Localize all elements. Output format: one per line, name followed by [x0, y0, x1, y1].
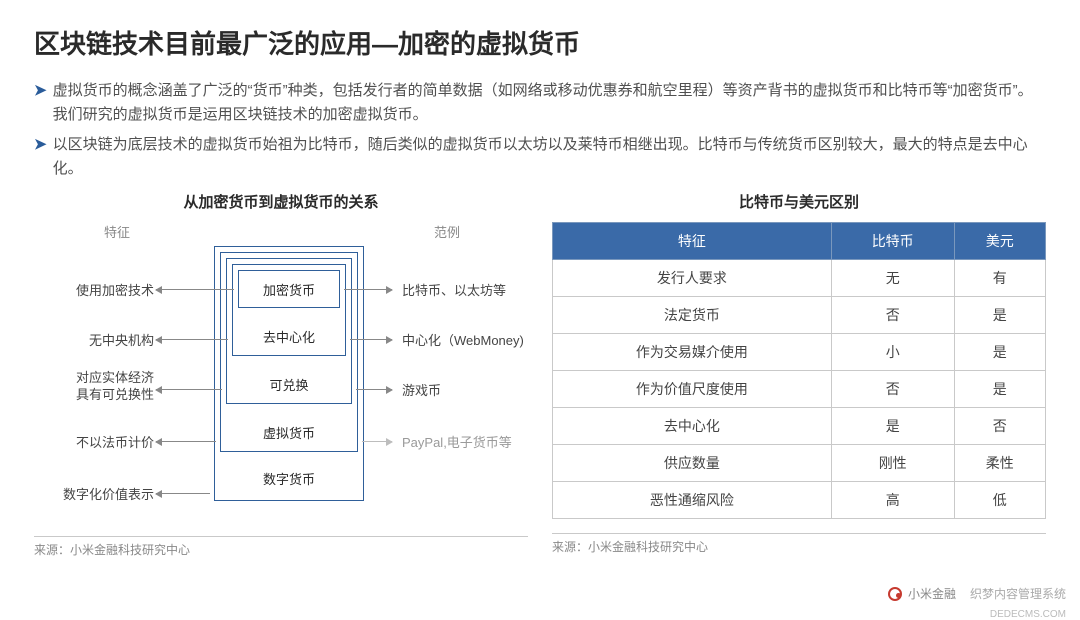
table-header: 美元	[954, 223, 1045, 260]
table-cell: 发行人要求	[553, 260, 832, 297]
table-cell: 是	[954, 334, 1045, 371]
right-heading: 比特币与美元区别	[552, 191, 1046, 212]
arrow-right-icon	[344, 289, 392, 290]
table-row: 恶性通缩风险高低	[553, 482, 1046, 519]
table-header-row: 特征 比特币 美元	[553, 223, 1046, 260]
arrow-left-icon	[156, 389, 222, 390]
feature-label: 数字化价值表示	[34, 484, 154, 503]
table-cell: 低	[954, 482, 1045, 519]
arrow-right-icon	[350, 339, 392, 340]
table-cell: 有	[954, 260, 1045, 297]
comparison-table: 特征 比特币 美元 发行人要求无有法定货币否是作为交易媒介使用小是作为价值尺度使…	[552, 222, 1046, 519]
bullet-item: ➤ 虚拟货币的概念涵盖了广泛的“货币”种类，包括发行者的简单数据（如网络或移动优…	[34, 79, 1046, 127]
footer-url: DEDECMS.COM	[990, 609, 1066, 620]
table-cell: 恶性通缩风险	[553, 482, 832, 519]
footer-system: 织梦内容管理系统	[970, 585, 1066, 602]
table-cell: 是	[831, 408, 954, 445]
bullet-list: ➤ 虚拟货币的概念涵盖了广泛的“货币”种类，包括发行者的简单数据（如网络或移动优…	[34, 79, 1046, 181]
table-cell: 柔性	[954, 445, 1045, 482]
table-row: 去中心化是否	[553, 408, 1046, 445]
arrow-right-icon	[362, 441, 392, 442]
source-note: 来源：小米金融科技研究中心	[552, 533, 1046, 555]
chevron-icon: ➤	[34, 79, 47, 127]
table-row: 供应数量刚性柔性	[553, 445, 1046, 482]
chevron-icon: ➤	[34, 133, 47, 181]
table-cell: 作为价值尺度使用	[553, 371, 832, 408]
left-panel: 从加密货币到虚拟货币的关系 特征 范例 数字货币 虚拟货币 可兑换 去中心化 加…	[34, 191, 528, 558]
table-cell: 否	[831, 297, 954, 334]
table-cell: 小	[831, 334, 954, 371]
brand-logo-icon	[888, 587, 902, 601]
table-row: 作为交易媒介使用小是	[553, 334, 1046, 371]
table-cell: 是	[954, 297, 1045, 334]
feature-label: 无中央机构	[34, 330, 154, 349]
feature-label: 对应实体经济 具有可兑换性	[34, 370, 154, 404]
nested-box: 加密货币	[238, 270, 340, 308]
table-cell: 否	[831, 371, 954, 408]
example-label: 比特币、以太坊等	[402, 280, 506, 299]
feature-label: 不以法币计价	[34, 432, 154, 451]
arrow-left-icon	[156, 339, 228, 340]
footer-brand: 小米金融 织梦内容管理系统	[888, 585, 1066, 602]
feature-label: 使用加密技术	[34, 280, 154, 299]
table-cell: 无	[831, 260, 954, 297]
example-col-label: 范例	[434, 222, 460, 241]
example-label: 中心化（WebMoney)	[402, 330, 524, 349]
table-cell: 作为交易媒介使用	[553, 334, 832, 371]
arrow-left-icon	[156, 493, 210, 494]
slide-title: 区块链技术目前最广泛的应用—加密的虚拟货币	[34, 24, 1046, 61]
table-cell: 法定货币	[553, 297, 832, 334]
table-row: 发行人要求无有	[553, 260, 1046, 297]
table-row: 法定货币否是	[553, 297, 1046, 334]
relationship-diagram: 特征 范例 数字货币 虚拟货币 可兑换 去中心化 加密货币 使用加密技术 无中央…	[34, 222, 528, 522]
table-cell: 否	[954, 408, 1045, 445]
brand-text: 小米金融	[908, 585, 956, 602]
example-label: 游戏币	[402, 380, 441, 399]
table-cell: 高	[831, 482, 954, 519]
bullet-text: 以区块链为底层技术的虚拟货币始祖为比特币，随后类似的虚拟货币以太坊以及莱特币相继…	[53, 133, 1046, 181]
right-panel: 比特币与美元区别 特征 比特币 美元 发行人要求无有法定货币否是作为交易媒介使用…	[552, 191, 1046, 558]
source-note: 来源：小米金融科技研究中心	[34, 536, 528, 558]
arrow-right-icon	[356, 389, 392, 390]
table-row: 作为价值尺度使用否是	[553, 371, 1046, 408]
bullet-item: ➤ 以区块链为底层技术的虚拟货币始祖为比特币，随后类似的虚拟货币以太坊以及莱特币…	[34, 133, 1046, 181]
example-label: PayPal,电子货币等	[402, 432, 512, 451]
left-heading: 从加密货币到虚拟货币的关系	[34, 191, 528, 212]
arrow-left-icon	[156, 289, 234, 290]
feature-col-label: 特征	[104, 222, 130, 241]
bullet-text: 虚拟货币的概念涵盖了广泛的“货币”种类，包括发行者的简单数据（如网络或移动优惠券…	[53, 79, 1046, 127]
table-header: 特征	[553, 223, 832, 260]
table-cell: 刚性	[831, 445, 954, 482]
arrow-left-icon	[156, 441, 216, 442]
table-cell: 是	[954, 371, 1045, 408]
table-cell: 去中心化	[553, 408, 832, 445]
table-header: 比特币	[831, 223, 954, 260]
table-cell: 供应数量	[553, 445, 832, 482]
